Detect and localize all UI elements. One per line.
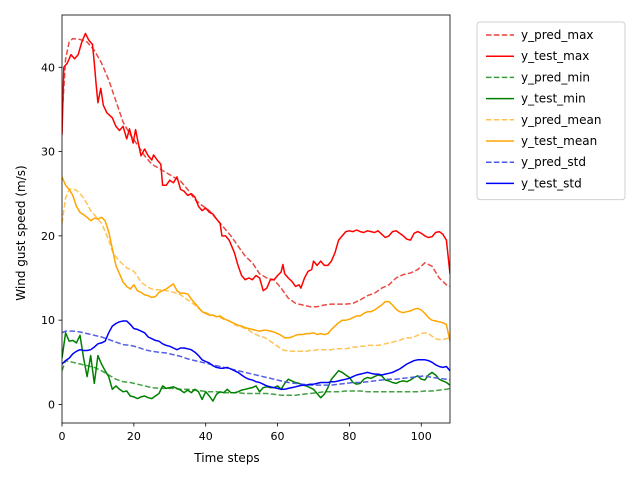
x-tick-label: 80 — [342, 430, 356, 443]
x-tick-label: 20 — [127, 430, 141, 443]
series-line-y-pred-max — [62, 37, 450, 308]
x-axis-label: Time steps — [193, 451, 259, 465]
series-line-y-pred-mean — [62, 187, 450, 353]
series-line-y-test-std — [62, 320, 450, 391]
plot-frame — [61, 14, 451, 424]
y-tick-label: 10 — [41, 314, 55, 327]
legend-label: y_pred_std — [521, 155, 586, 169]
y-tick-label: 0 — [48, 398, 55, 411]
legend-label: y_pred_max — [521, 28, 594, 42]
series-line-y-test-max — [62, 32, 450, 292]
x-tick-label: 0 — [59, 430, 66, 443]
legend-label: y_pred_min — [521, 70, 590, 84]
series-line-y-pred-min — [62, 359, 450, 396]
legend-label: y_test_max — [521, 49, 589, 63]
y-axis-label: Wind gust speed (m/s) — [14, 165, 28, 300]
series-lines — [62, 32, 450, 402]
legend-label: y_test_mean — [521, 134, 597, 148]
y-tick-label: 20 — [41, 230, 55, 243]
y-tick-label: 30 — [41, 146, 55, 159]
x-tick-label: 100 — [411, 430, 432, 443]
x-tick-label: 60 — [271, 430, 285, 443]
axes-layer: 0 20 40 60 80 100 0 10 20 30 40 — [41, 14, 451, 443]
legend-label: y_pred_mean — [521, 113, 601, 127]
series-line-y-pred-std — [62, 330, 450, 386]
legend-label: y_test_min — [521, 92, 586, 106]
series-layer — [62, 32, 450, 402]
y-tick-label: 40 — [41, 61, 55, 74]
legend-frame — [476, 21, 626, 201]
series-line-y-test-min — [62, 332, 450, 402]
legend-label: y_test_std — [521, 176, 582, 190]
x-tick-label: 40 — [199, 430, 213, 443]
legend: y_pred_max y_test_max y_pred_min y_test_min… — [476, 21, 626, 201]
series-line-y-test-mean — [62, 176, 450, 342]
